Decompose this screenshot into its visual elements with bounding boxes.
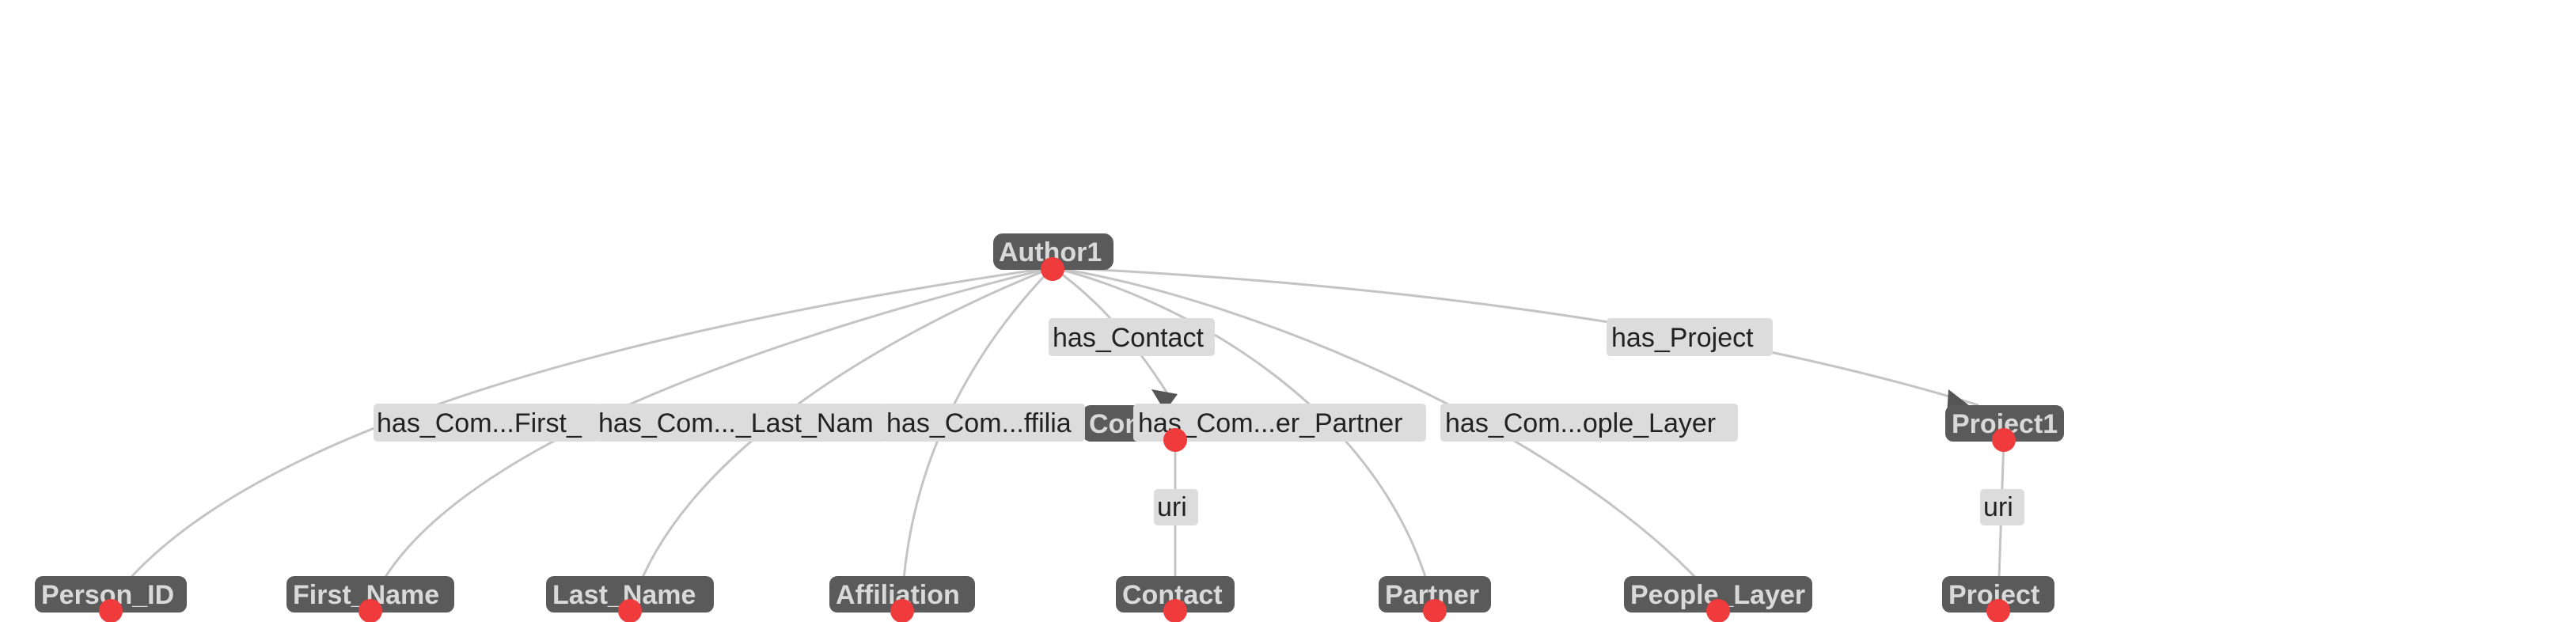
node-project[interactable]: Project [1942,576,2054,622]
edge-has-com-first[interactable] [109,266,1053,602]
port-dot [1041,257,1064,281]
node-partner[interactable]: Partner [1379,576,1491,622]
edge-has-com-partner[interactable] [1052,266,1434,602]
node-last-name[interactable]: Last_Name [546,576,714,622]
edge-label-has-com-affiliation[interactable]: has_Com...ffilia [883,404,1085,442]
port-dot [1423,599,1447,622]
edge-label-uri-contact[interactable]: uri [1154,489,1198,525]
edge-label-uri-project-text: uri [1983,492,2013,522]
edge-label-has-com-partner[interactable]: has_Com...er_Partner [1133,404,1426,442]
edge-label-uri-contact-text: uri [1157,492,1187,522]
port-dot [99,599,123,622]
port-dot [1986,599,2010,622]
node-affiliation[interactable]: Affiliation [829,576,975,622]
edge-label-has-com-first-text: has_Com...First_ [377,408,582,438]
edge-label-has-com-last-text: has_Com..._Last_Nam [598,408,874,438]
edge-label-has-project-text: has_Project [1611,323,1754,353]
node-person-id[interactable]: Person_ID [35,576,187,622]
edge-label-has-com-affiliation-text: has_Com...ffilia [886,408,1072,438]
port-dot [1163,599,1187,622]
port-dot [618,599,642,622]
node-author1[interactable]: Author1 [993,233,1113,281]
edge-label-has-contact-text: has_Contact [1053,323,1204,353]
edge-label-has-project[interactable]: has_Project [1607,318,1773,356]
edge-label-has-contact[interactable]: has_Contact [1049,318,1215,356]
node-first-name[interactable]: First_Name [286,576,454,622]
edge-label-has-com-people[interactable]: has_Com...ople_Layer [1440,404,1738,442]
port-dot [359,599,382,622]
edge-label-has-com-last[interactable]: has_Com..._Last_Nam [595,404,888,442]
node-project1[interactable]: Project1 [1945,405,2064,452]
port-dot [1992,428,2016,452]
port-dot [1706,599,1730,622]
edge-has-com-first-name[interactable] [370,266,1053,602]
edge-label-uri-project[interactable]: uri [1980,489,2024,525]
edge-label-has-com-people-text: has_Com...ople_Layer [1445,408,1716,438]
edge-has-project[interactable] [1052,266,1979,407]
edge-has-com-affiliation[interactable] [901,266,1054,602]
arrowhead-has-contact [1151,389,1178,412]
node-people-layer[interactable]: People_Layer [1624,576,1812,622]
edge-label-has-com-first[interactable]: has_Com...First_ [374,404,599,442]
edge-has-com-people-layer[interactable] [1052,266,1719,602]
port-dot-contact1 [1163,428,1187,452]
port-dot [890,599,914,622]
node-contact[interactable]: Contact [1116,576,1235,622]
